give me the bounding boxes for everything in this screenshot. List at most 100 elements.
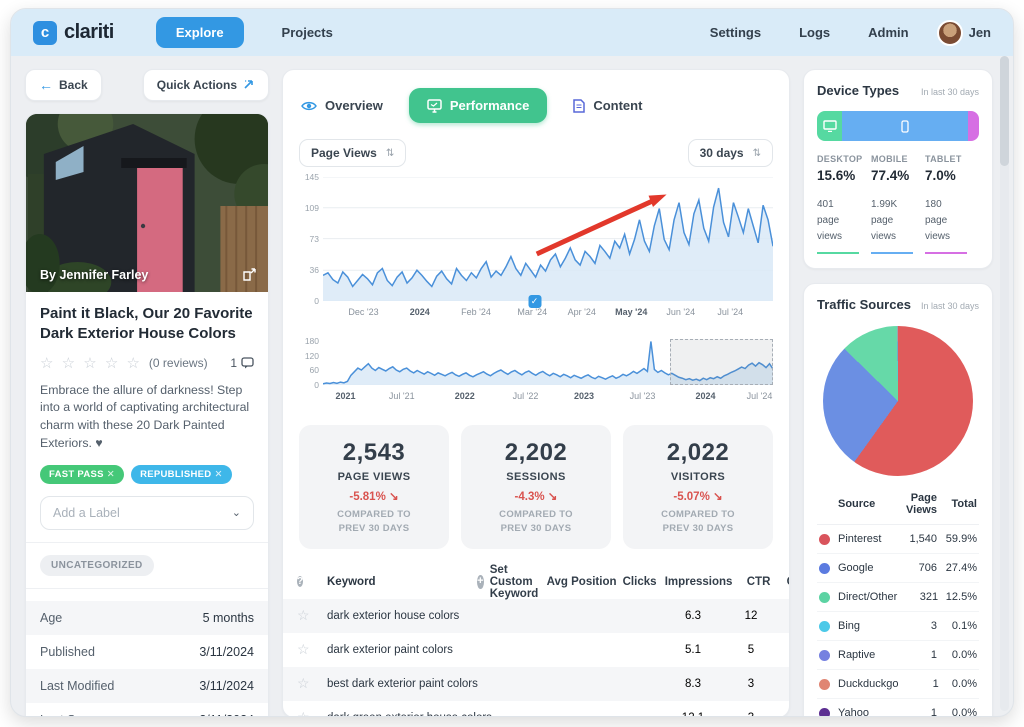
- source-row[interactable]: Raptive 1 0.0%: [817, 641, 979, 670]
- metric-select[interactable]: Page Views ⇅: [299, 139, 407, 167]
- stat-label: VISITORS: [670, 471, 726, 483]
- article-author: By Jennifer Farley: [40, 268, 149, 282]
- keyword-row[interactable]: ☆ best dark exterior paint colors 8.3 3 …: [283, 666, 789, 701]
- favorite-star-icon[interactable]: ☆: [297, 709, 310, 717]
- external-link-icon[interactable]: [242, 268, 256, 282]
- stat-value: 2,022: [666, 439, 730, 466]
- user-menu[interactable]: Jen: [936, 19, 991, 46]
- x-tick-label: Apr '24: [567, 307, 596, 317]
- source-views: 1: [932, 678, 939, 690]
- article-description: Embrace the allure of darkness! Step int…: [40, 382, 250, 450]
- top-nav: c clariti Explore Projects Settings Logs…: [11, 9, 1013, 56]
- keyword-row[interactable]: ☆ dark exterior paint colors 5.1 5 126 4…: [283, 633, 789, 667]
- device-share-bar: [817, 111, 979, 141]
- quick-actions-button[interactable]: Quick Actions: [142, 69, 269, 101]
- nav-admin-link[interactable]: Admin: [868, 25, 909, 40]
- mobile-bar-segment[interactable]: [842, 111, 968, 141]
- set-custom-keyword-button[interactable]: + Set Custom Keyword: [477, 564, 546, 600]
- favorite-star-icon[interactable]: ☆: [297, 675, 310, 691]
- tab-overview[interactable]: Overview: [301, 98, 383, 113]
- star-rating[interactable]: ☆ ☆ ☆ ☆ ☆: [40, 354, 142, 372]
- col-avg-position[interactable]: Avg Position: [546, 575, 617, 588]
- comments-indicator[interactable]: 1: [230, 356, 254, 370]
- col-keyword[interactable]: Keyword: [327, 575, 376, 588]
- add-label-select[interactable]: Add a Label ⌄: [40, 495, 254, 530]
- favorite-star-icon[interactable]: ☆: [297, 641, 310, 657]
- x-tick-label: 2022: [454, 391, 475, 401]
- tag-remove-icon[interactable]: ✕: [214, 468, 223, 480]
- page-views-chart[interactable]: ✓ 0 36 73 109 145 Dec '23 2024 Feb '24 Mar '24 A…: [299, 172, 773, 323]
- article-meta-table: Age 5 months Published 3/11/2024 Last Modi…: [26, 600, 268, 716]
- source-row[interactable]: Duckduckgo 1 0.0%: [817, 670, 979, 699]
- brand-name: clariti: [64, 21, 114, 43]
- source-row[interactable]: Yahoo 1 0.0%: [817, 699, 979, 717]
- comment-icon: [241, 356, 254, 368]
- keyword-table-header: ? Keyword + Set Custom Keyword Avg Posit…: [283, 564, 789, 600]
- col-source: Source: [838, 498, 876, 510]
- favorite-star-icon[interactable]: ☆: [297, 607, 310, 623]
- keyword-row[interactable]: ☆ dark exterior house colors 6.3 12 431 …: [283, 598, 789, 633]
- tag-fast-pass[interactable]: FAST PASS ✕: [40, 464, 125, 484]
- history-timeline-chart[interactable]: 0 60 120 180 2021 Jul '21 2022 Jul '22 2023 Jul …: [299, 336, 773, 407]
- line-chart-svg: [323, 177, 773, 301]
- device-name: DESKTOP: [817, 154, 863, 164]
- meta-row-age: Age 5 months: [26, 600, 268, 635]
- back-button[interactable]: ← Back: [25, 69, 102, 101]
- avg-position-value: 5.1: [685, 643, 701, 656]
- category-badge[interactable]: UNCATEGORIZED: [40, 554, 154, 576]
- app-window: c clariti Explore Projects Settings Logs…: [10, 8, 1014, 717]
- x-axis-labels: 2021 Jul '21 2022 Jul '22 2023 Jul '23 2024 Jul…: [323, 391, 773, 407]
- stat-note: COMPARED TO PREV 30 DAYS: [499, 509, 573, 535]
- date-range-value: 30 days: [699, 146, 744, 160]
- keyword-table: ? Keyword + Set Custom Keyword Avg Posit…: [283, 564, 789, 717]
- timeline-selection-box[interactable]: [669, 339, 773, 385]
- metric-select-value: Page Views: [311, 146, 377, 160]
- col-ctr[interactable]: CTR: [746, 575, 771, 588]
- x-tick-label: Feb '24: [461, 307, 491, 317]
- traffic-sources-period: In last 30 days: [920, 301, 979, 311]
- summary-stats: 2,543 PAGE VIEWS -5.81% ↘ COMPARED TO PR…: [299, 425, 773, 549]
- vertical-scrollbar[interactable]: [1000, 56, 1009, 711]
- col-impressions[interactable]: Impressions: [664, 575, 733, 588]
- impressions-value: 431: [773, 610, 789, 622]
- source-views: 1,540: [909, 533, 937, 545]
- tablet-stats: TABLET 7.0% 180 page views: [925, 154, 979, 254]
- house-photo-illustration: [26, 114, 268, 292]
- nav-settings-link[interactable]: Settings: [709, 25, 762, 40]
- trend-down-icon: ↘: [713, 491, 723, 503]
- traffic-sources-pie-chart[interactable]: [823, 326, 973, 476]
- brand[interactable]: c clariti: [33, 20, 114, 45]
- updown-icon: ⇅: [752, 147, 761, 159]
- tag-republished[interactable]: REPUBLISHED ✕: [131, 464, 232, 484]
- desktop-bar-segment[interactable]: [817, 111, 843, 141]
- source-row[interactable]: Direct/Other 321 12.5%: [817, 583, 979, 612]
- date-range-select[interactable]: 30 days ⇅: [687, 139, 773, 167]
- quick-actions-label: Quick Actions: [156, 78, 237, 92]
- tablet-bar-segment[interactable]: [967, 111, 979, 141]
- nav-explore-button[interactable]: Explore: [155, 17, 244, 48]
- source-total: 0.0%: [951, 649, 977, 661]
- performance-panel: Overview Performance Content Page Views …: [282, 69, 790, 717]
- clicks-value: 5: [747, 643, 755, 656]
- source-name: Yahoo: [838, 707, 869, 717]
- nav-projects-button[interactable]: Projects: [281, 25, 333, 40]
- trend-down-icon: ↘: [389, 491, 399, 503]
- y-tick-label: 109: [304, 202, 319, 213]
- help-icon[interactable]: ?: [297, 576, 304, 587]
- tab-content[interactable]: Content: [573, 98, 642, 113]
- stat-sessions: 2,202 SESSIONS -4.3% ↘ COMPARED TO PREV …: [461, 425, 611, 549]
- annotation-checkbox-marker[interactable]: ✓: [528, 295, 541, 308]
- set-custom-keyword-label: Set Custom Keyword: [489, 563, 539, 600]
- source-row[interactable]: Bing 3 0.1%: [817, 612, 979, 641]
- nav-logs-link[interactable]: Logs: [799, 25, 831, 40]
- tab-label: Content: [593, 98, 643, 113]
- col-clicks[interactable]: Clicks: [622, 575, 657, 588]
- keyword-text: best dark exterior paint colors: [327, 677, 478, 690]
- source-color-dot: [819, 591, 830, 603]
- vertical-scrollbar-thumb[interactable]: [1000, 56, 1009, 166]
- source-row[interactable]: Pinterest 1,540 59.9%: [817, 525, 979, 554]
- tab-performance[interactable]: Performance: [408, 88, 548, 123]
- source-row[interactable]: Google 706 27.4%: [817, 554, 979, 583]
- tag-remove-icon[interactable]: ✕: [106, 468, 116, 480]
- keyword-row[interactable]: ☆ dark green exterior house colors 12.1 …: [283, 701, 789, 717]
